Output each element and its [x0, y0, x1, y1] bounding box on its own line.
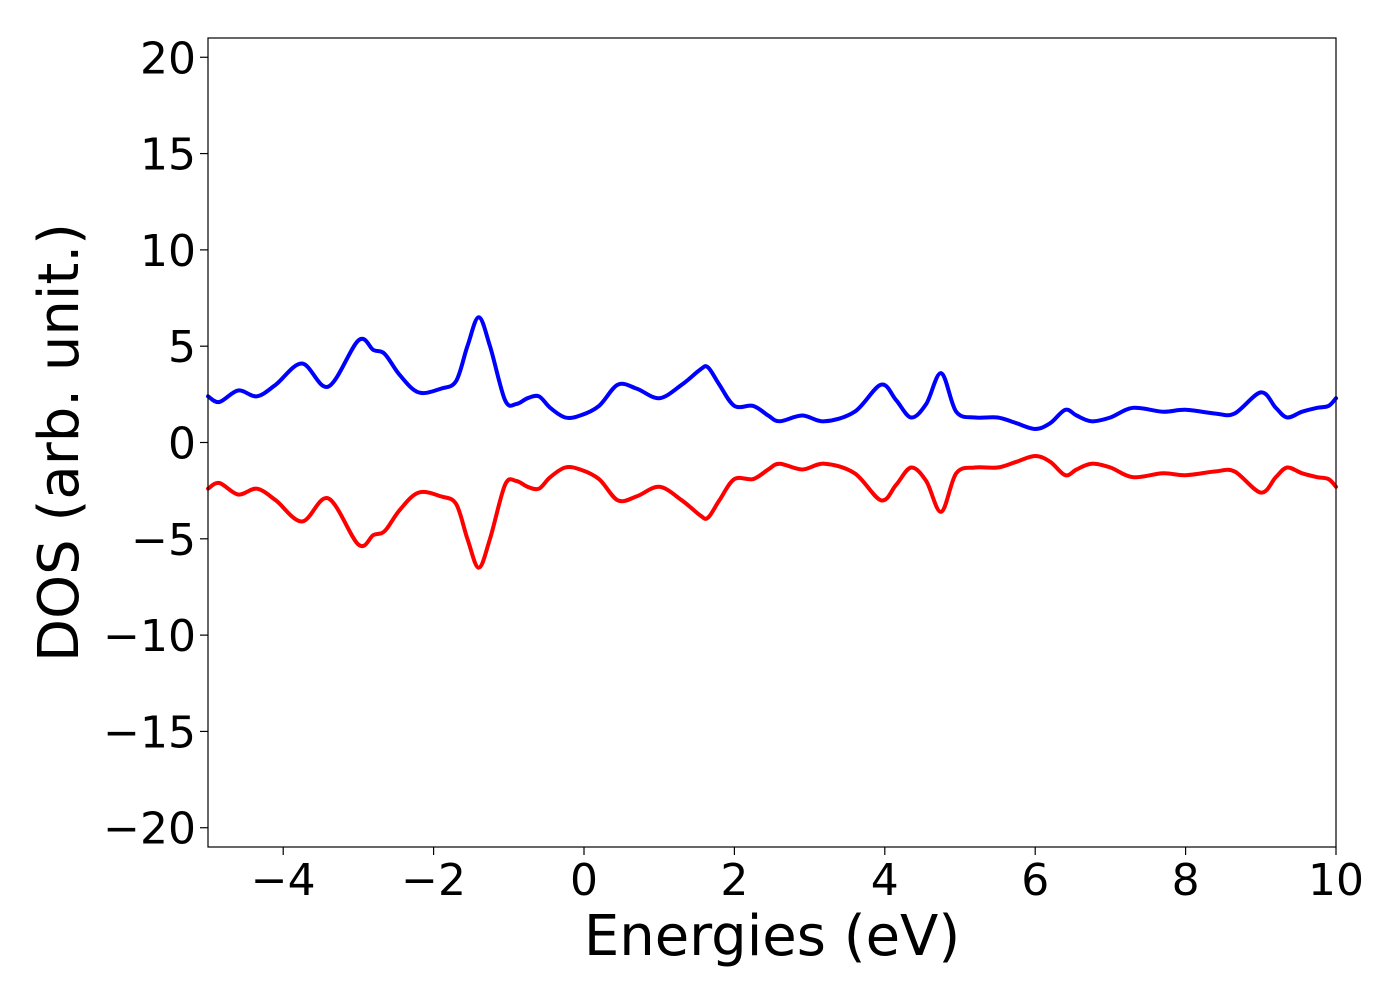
y-tick-label: 0 [168, 419, 196, 470]
y-tick-label: −20 [103, 804, 196, 855]
y-tick-label: 15 [140, 130, 196, 181]
x-tick-label: −2 [401, 855, 466, 906]
x-tick-label: 2 [720, 855, 748, 906]
x-tick-label: 0 [570, 855, 598, 906]
y-axis-ticks: −20 −15 −10 −5 0 5 10 15 20 [103, 33, 208, 855]
y-tick-label: 10 [140, 226, 196, 277]
y-tick-label: −5 [131, 515, 196, 566]
x-tick-label: 6 [1021, 855, 1049, 906]
y-tick-label: −10 [103, 611, 196, 662]
series-line-1 [206, 315, 1338, 431]
y-tick-label: 5 [168, 322, 196, 373]
x-tick-label: 10 [1308, 855, 1364, 906]
x-tick-label: 4 [871, 855, 899, 906]
x-axis-label: Energies (eV) [584, 904, 960, 969]
y-tick-label: 20 [140, 33, 196, 84]
x-axis-ticks: −4 −2 0 2 4 6 8 10 [251, 847, 1364, 906]
x-tick-label: 8 [1172, 855, 1200, 906]
series-line-2 [206, 454, 1338, 570]
x-tick-label: −4 [251, 855, 316, 906]
series-layer [206, 315, 1338, 570]
y-axis-label: DOS (arb. unit.) [27, 223, 92, 662]
y-tick-label: −15 [103, 707, 196, 758]
